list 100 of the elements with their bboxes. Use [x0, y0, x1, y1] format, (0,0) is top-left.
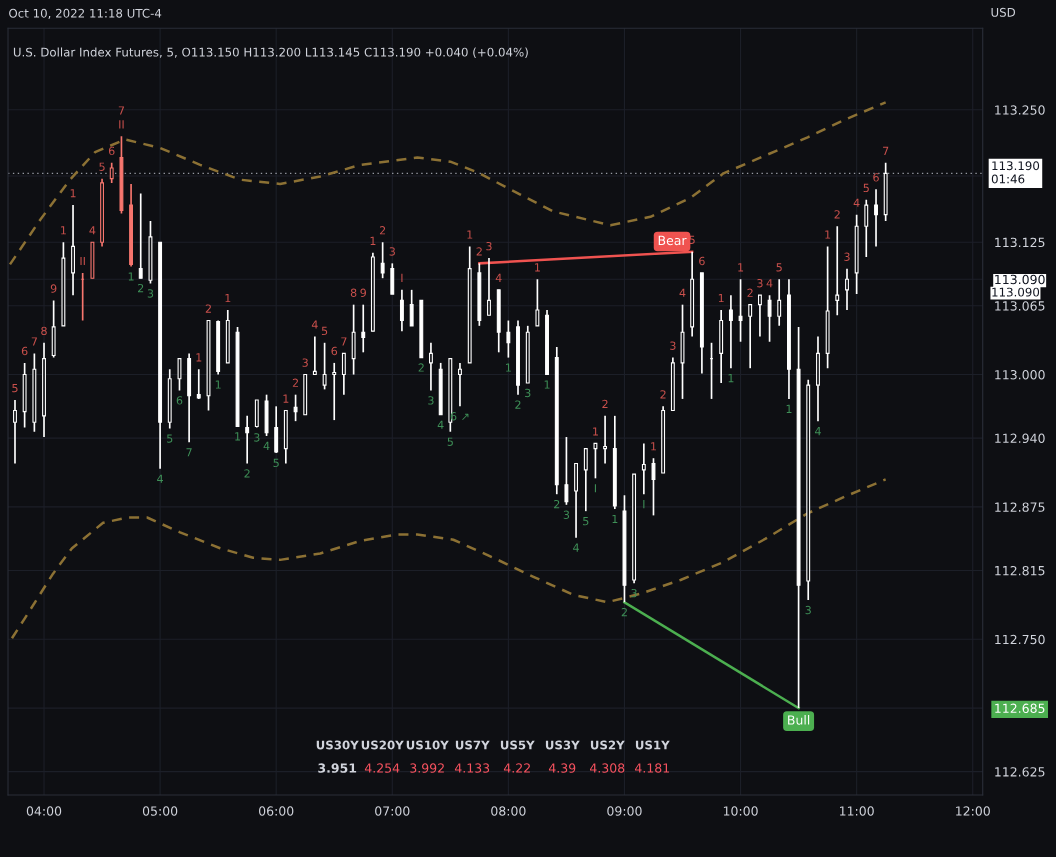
annotation: 6	[331, 346, 338, 356]
text: U.S. Dollar Index Futures, 5, O113.150 H113.200 L113.145 C113.190 +0.040 (+0.04%)	[13, 47, 528, 58]
x-tick-label: 09:00	[607, 806, 642, 816]
annotation: 9	[360, 288, 367, 297]
annotation: 3	[254, 433, 260, 442]
data-label: 4.39	[548, 763, 576, 773]
candlestick	[409, 289, 414, 327]
annotation: 4	[89, 226, 96, 235]
annotation: 5	[273, 458, 279, 468]
candlestick	[564, 436, 569, 506]
annotation: II	[80, 256, 85, 266]
annotation: 7	[186, 448, 192, 457]
y-tick-label: 112.685	[995, 703, 1045, 714]
annotation: 3	[525, 388, 531, 398]
annotation: 4	[814, 427, 821, 436]
annotation: 3	[844, 252, 850, 261]
x-tick-label: 08:00	[491, 806, 526, 816]
candlestick	[583, 447, 588, 512]
candlestick	[138, 192, 143, 280]
candlestick	[506, 319, 511, 359]
x-tick-label: 11:00	[840, 806, 874, 816]
candlestick	[428, 341, 433, 392]
annotation: 2	[379, 226, 386, 235]
candlestick	[603, 415, 608, 465]
annotation: 3	[147, 289, 154, 298]
annotation: 7	[883, 146, 889, 155]
annotation: I	[594, 484, 596, 493]
y-tick-label: 113.125	[995, 237, 1045, 248]
annotation: 3	[486, 241, 492, 251]
annotation: 2	[602, 399, 608, 408]
annotation: 1	[718, 293, 724, 303]
x-tick-label: 04:00	[26, 806, 62, 816]
annotation: 5	[583, 517, 589, 526]
candlestick	[322, 341, 327, 391]
candlestick	[458, 362, 462, 408]
annotation: 1	[738, 263, 744, 272]
y-tick-label: 112.750	[995, 634, 1045, 645]
candlestick	[361, 303, 366, 354]
annotation: 1	[506, 363, 511, 372]
annotation: 7	[118, 106, 125, 115]
x-tick-label: 12:00	[956, 806, 990, 816]
annotation: 1	[61, 226, 66, 235]
annotation: 4	[311, 320, 318, 329]
annotation: II	[119, 120, 124, 129]
category-label: US20Y	[361, 740, 404, 750]
annotation: 5	[447, 437, 453, 446]
candlestick	[341, 352, 346, 396]
candlestick	[177, 357, 182, 392]
annotation: 5	[321, 326, 328, 336]
y-tick-label: 113.065	[995, 301, 1045, 311]
series-label: Bear	[658, 235, 687, 246]
data-label: 3.951	[318, 763, 357, 773]
annotation: 1	[651, 442, 656, 451]
annotation: 5	[776, 263, 782, 272]
annotation: 4	[157, 474, 164, 483]
annotation: 4	[495, 273, 502, 282]
annotation: 4	[573, 543, 579, 552]
candlestick	[535, 278, 540, 327]
annotation: 2	[554, 499, 560, 509]
data-label: 4.22	[503, 763, 530, 773]
annotation: 1	[235, 432, 241, 441]
candlestick	[835, 225, 840, 317]
y-tick-label: 112.815	[995, 565, 1045, 576]
y-axis-title: USD	[991, 7, 1016, 17]
annotation: 5	[167, 434, 173, 443]
annotation: 3	[563, 510, 570, 519]
category-label: US30Y	[316, 740, 359, 750]
annotation: 3	[302, 358, 308, 367]
x-tick-label: 10:00	[723, 806, 758, 816]
category-label: US2Y	[590, 740, 625, 750]
candlestick	[738, 278, 743, 343]
chart-subtitle: Oct 10, 2022 11:18 UTC-4	[9, 8, 162, 19]
series-label: Bull	[788, 715, 810, 725]
candlestick	[767, 294, 772, 343]
annotation: 2	[747, 288, 753, 297]
annotation: 1	[535, 263, 540, 272]
annotation: 2	[621, 607, 627, 617]
annotation: 1	[728, 374, 734, 383]
candlestick	[293, 393, 298, 422]
annotation: 2	[292, 378, 298, 387]
annotation: 4	[679, 288, 686, 297]
data-label: 4.308	[589, 763, 625, 773]
candlestick	[196, 368, 201, 400]
category-label: US5Y	[500, 740, 535, 750]
annotation: 1	[283, 394, 289, 403]
annotation: 2	[515, 400, 521, 409]
annotation: 3	[670, 341, 676, 350]
annotation: 1	[825, 230, 831, 239]
annotation: 9	[50, 284, 57, 293]
annotation: 3	[389, 247, 395, 256]
candlestick	[487, 257, 491, 317]
ref-line-label: 113.190 01:46	[991, 161, 1040, 184]
x-tick-label: 07:00	[375, 806, 410, 816]
annotation: 3	[757, 279, 763, 288]
candlestick	[380, 241, 385, 280]
annotation: 1	[215, 380, 221, 389]
y-tick-label: 112.625	[995, 767, 1045, 777]
data-label: 4.254	[364, 763, 400, 773]
candlestick	[651, 457, 656, 517]
candlestick	[13, 399, 17, 465]
